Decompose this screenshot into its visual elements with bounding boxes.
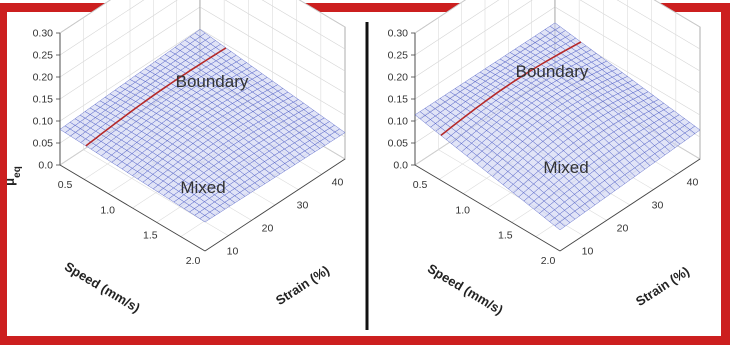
y-tick-label: 40 (332, 177, 344, 189)
floor-edge (414, 164, 561, 252)
floor-edge (559, 158, 701, 252)
y-axis-label-left: Strain (%) (273, 262, 332, 308)
z-axis-label-left: μeq (2, 166, 23, 186)
surface-cell (334, 128, 346, 137)
region-mixed-right: Mixed (543, 158, 588, 177)
x-tick-label: 1.5 (143, 230, 158, 242)
region-boundary-left: Boundary (176, 72, 249, 91)
y-tick-label: 10 (582, 246, 594, 258)
y-tick-label: 20 (617, 223, 629, 235)
region-boundary-right: Boundary (516, 62, 589, 81)
x-tick-label: 2.0 (186, 255, 201, 267)
z-tick-label: 0.0 (393, 160, 408, 172)
surface-plot-left: 0.0 0.05 0.10 0.15 0.20 0.25 0.30 0.5 1.0 1.5 2.0 1… (2, 0, 346, 316)
z-axis-label-sub-left: eq (12, 166, 23, 178)
x-axis-label-right: Speed (mm/s) (425, 261, 506, 318)
z-tick-label: 0.0 (38, 160, 53, 172)
floor-edge (59, 164, 206, 252)
z-tick-label: 0.15 (33, 94, 54, 106)
x-tick-label: 1.0 (100, 204, 115, 216)
surface-mesh-right (414, 22, 701, 231)
z-tick-label: 0.30 (388, 28, 409, 40)
z-tick-label: 0.25 (33, 50, 54, 62)
z-tick-label: 0.05 (33, 138, 54, 150)
surface-plot-right: 0.0 0.05 0.10 0.15 0.20 0.25 0.30 0.5 1.0 1.5 2.0 1… (388, 0, 701, 318)
x-tick-label: 1.5 (498, 230, 513, 242)
y-tick-label: 20 (262, 223, 274, 235)
x-tick-label: 2.0 (541, 255, 556, 267)
x-tick-label: 0.5 (58, 179, 73, 191)
z-tick-label: 0.30 (33, 28, 54, 40)
floor-edge (204, 158, 346, 252)
region-mixed-left: Mixed (180, 178, 225, 197)
x-axis-label-left: Speed (mm/s) (62, 259, 143, 316)
z-tick-label: 0.20 (33, 72, 54, 84)
y-tick-label: 10 (227, 246, 239, 258)
frame-right (721, 3, 730, 345)
x-tick-label: 1.0 (455, 204, 470, 216)
y-tick-label: 30 (297, 200, 309, 212)
y-axis-label-right: Strain (%) (633, 263, 692, 309)
frame-left (0, 3, 7, 345)
z-tick-label: 0.10 (33, 116, 54, 128)
z-tick-label: 0.20 (388, 72, 409, 84)
boundary-transition-line (440, 41, 582, 137)
z-tick-label: 0.10 (388, 116, 409, 128)
x-tick-label: 0.5 (413, 179, 428, 191)
boundary-transition-line (85, 47, 227, 147)
surface-mesh-left (59, 29, 346, 223)
frame-top (0, 3, 730, 12)
z-tick-label: 0.15 (388, 94, 409, 106)
z-axis-label-main-left: μ (2, 178, 17, 186)
surface-cell (689, 125, 701, 134)
y-tick-label: 30 (652, 200, 664, 212)
frame-bottom (0, 336, 730, 345)
y-tick-label: 40 (687, 177, 699, 189)
z-tick-label: 0.05 (388, 138, 409, 150)
z-tick-label: 0.25 (388, 50, 409, 62)
